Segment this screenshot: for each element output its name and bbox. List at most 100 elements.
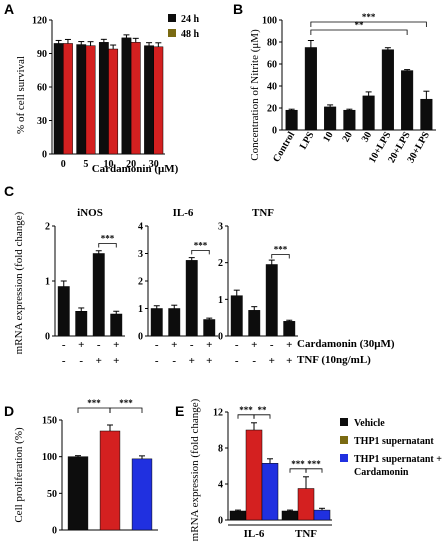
condition-sign: - [155, 355, 159, 367]
panel-a-bar-24h [76, 44, 87, 155]
panel-a-y-tick-label: 30 [37, 116, 47, 127]
panel-e-sig-bracket-label: *** [291, 459, 305, 469]
panel-e-y-tick-label: 12 [213, 408, 223, 419]
panel-a-bar-48h [85, 45, 96, 155]
panel-b-bar [285, 109, 298, 131]
panel-b-y-tick-label: 20 [267, 104, 277, 115]
panel-b-y-tick-label: 80 [267, 38, 277, 49]
legend-swatch-vehicle [340, 418, 348, 426]
condition-sign: + [171, 339, 177, 351]
panel-a-x-tick-label: 30 [149, 159, 159, 170]
condition-sign: - [97, 339, 101, 351]
condition-sign: - [62, 339, 66, 351]
panel-b-x-tick-label: LPS [298, 130, 317, 152]
panel-a-y-tick-label: 60 [37, 83, 47, 94]
condition-sign: - [155, 339, 159, 351]
panel-c-inos-sig-bracket [98, 243, 117, 248]
panel-label-c: C [4, 183, 14, 199]
panel-b-bar [324, 106, 337, 131]
panel-e-bar [229, 510, 247, 521]
panel-b-sig-bracket-label: ** [355, 20, 365, 30]
panel-e-bar [245, 429, 263, 521]
condition-sign: + [206, 339, 212, 351]
panel-e-sig-bracket [289, 468, 307, 473]
panel-c-tnf-y-tick-label: 2 [218, 258, 223, 269]
panel-c-il6-bar [150, 308, 163, 337]
condition-sign: - [190, 339, 194, 351]
panel-e-sig-bracket [305, 468, 323, 473]
condition-sign: + [286, 355, 292, 367]
panel-e-ylabel: mRNA expression (fold change) [189, 398, 201, 541]
panel-e-sig-bracket [237, 414, 255, 419]
panel-d-y-tick-label: 150 [42, 416, 57, 427]
panel-e-bar [313, 509, 331, 521]
panel-c-tnf-y-tick-label: 1 [218, 295, 223, 306]
panel-c-il6-y-tick-label: 2 [138, 277, 143, 288]
panel-b-y-tick-label: 60 [267, 60, 277, 71]
panel-e-bar [281, 510, 299, 521]
panel-b-bar [362, 95, 375, 131]
panel-d-ylabel: Cell proliferation (%) [13, 427, 25, 523]
panel-c-tnf-bar [265, 264, 278, 337]
panel-a-bar-24h [144, 45, 154, 155]
panel-d-y-tick-label: 0 [52, 526, 57, 537]
panel-e-bar [297, 488, 315, 521]
condition-sign: + [269, 355, 275, 367]
panel-e: mRNA expression (fold change) Vehicle TH… [189, 398, 442, 541]
panel-e-sig-bracket-label: *** [307, 459, 321, 469]
legend-swatch-thp1 [340, 436, 348, 444]
panel-a-bar-24h [121, 37, 132, 155]
condition-label-cardamonin: Cardamonin (30μM) [297, 338, 395, 350]
condition-sign: + [251, 339, 257, 351]
panel-a-y-tick-label: 120 [32, 16, 47, 27]
condition-sign: + [96, 355, 102, 367]
panel-c-il6-title: IL-6 [173, 207, 194, 219]
panel-d-sig-bracket [77, 407, 111, 413]
panel-c-inos-title: iNOS [77, 207, 103, 219]
panel-c-inos-y-tick-label: 2 [45, 222, 50, 233]
panel-c-tnf-bar [248, 310, 261, 337]
panel-d-y-tick-label: 50 [47, 489, 57, 500]
panel-a: % of cell survival Cardamonin (μM) 24 h … [15, 14, 200, 175]
panel-a-bar-48h [130, 42, 141, 155]
condition-sign: + [78, 339, 84, 351]
legend-label-thp1: THP1 supernatant [354, 436, 434, 447]
panel-d-sig-bracket-label: *** [87, 398, 101, 408]
panel-a-xlabel: Cardamonin (μM) [92, 163, 179, 175]
panel-a-bar-48h [63, 43, 73, 155]
condition-sign: + [286, 339, 292, 351]
legend-label-24h: 24 h [181, 14, 200, 25]
condition-sign: + [189, 355, 195, 367]
panel-c-il6-y-tick-label: 3 [138, 249, 143, 260]
panel-d-bar [131, 458, 153, 531]
panel-b-bar [401, 70, 414, 131]
panel-c-il6-bar [185, 260, 198, 337]
condition-sign: + [113, 355, 119, 367]
panel-b-x-tick-label: 30 [360, 130, 375, 144]
panel-c-ylabel: mRNA expression (fold change) [13, 211, 25, 354]
panel-e-x-tick-label: TNF [295, 528, 317, 540]
panel-b-sig-bracket-label: *** [362, 12, 376, 22]
panel-b-ylabel: Concentration of Nitrite (μM) [249, 29, 261, 161]
panel-e-x-tick-label: IL-6 [244, 528, 265, 540]
panel-c-inos-y-tick-label: 0 [45, 332, 50, 343]
panel-c-il6-y-tick-label: 0 [138, 332, 143, 343]
panel-c-tnf-y-tick-label: 0 [218, 332, 223, 343]
panel-d-sig-bracket-label: *** [119, 398, 133, 408]
panel-d: Cell proliferation (%) 0 50 100 150 *** *** [13, 398, 158, 537]
condition-sign: + [206, 355, 212, 367]
panel-c-il6-bar [168, 308, 181, 337]
panel-e-bar [261, 463, 279, 521]
panel-c-inos-bar [110, 313, 123, 337]
panel-b-y-tick-label: 0 [272, 126, 277, 137]
panel-c-tnf-sig-bracket [271, 254, 290, 259]
panel-c-tnf-y-tick-label: 3 [218, 222, 223, 233]
panel-c-il6-y-tick-label: 1 [138, 304, 143, 315]
panel-a-y-tick-label: 90 [37, 49, 47, 60]
panel-b-sig-bracket [310, 29, 408, 35]
panel-c-tnf-bar [230, 295, 243, 337]
panel-label-e: E [175, 403, 184, 419]
panel-e-y-tick-label: 0 [218, 516, 223, 527]
panel-c-il6-y-tick-label: 4 [138, 222, 143, 233]
